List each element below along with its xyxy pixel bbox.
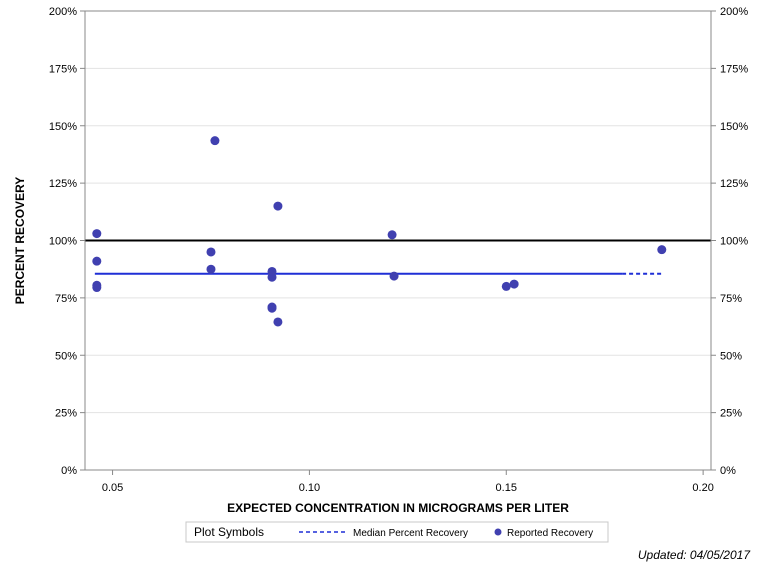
y-axis-title: PERCENT RECOVERY xyxy=(13,177,27,305)
data-point xyxy=(210,136,220,146)
data-points xyxy=(92,136,667,327)
legend-box xyxy=(185,521,609,543)
y-tick-label: 0% xyxy=(61,465,77,477)
y-tick-label: 50% xyxy=(720,350,742,362)
data-point xyxy=(273,317,283,327)
x-axis-title: EXPECTED CONCENTRATION IN MICROGRAMS PER… xyxy=(227,501,569,515)
data-point xyxy=(389,271,399,281)
data-point xyxy=(267,272,277,282)
y-tick-label: 100% xyxy=(49,236,77,248)
reference-lines xyxy=(85,239,711,275)
x-tick-label: 0.20 xyxy=(692,482,713,494)
data-point xyxy=(206,264,216,274)
data-point xyxy=(92,229,102,239)
updated-date: Updated: 04/05/2017 xyxy=(637,548,750,562)
data-point xyxy=(92,256,102,266)
y-tick-label: 0% xyxy=(720,465,736,477)
legend-label-median: Median Percent Recovery xyxy=(353,528,468,539)
data-point xyxy=(267,303,277,313)
data-point xyxy=(387,230,397,240)
y-tick-label: 75% xyxy=(720,293,742,305)
y-tick-label: 175% xyxy=(49,63,77,75)
x-tick-label: 0.15 xyxy=(496,482,517,494)
y-tick-label: 125% xyxy=(720,178,748,190)
y-tick-label: 25% xyxy=(55,408,77,420)
data-point xyxy=(206,247,216,257)
y-tick-label: 175% xyxy=(720,63,748,75)
legend-label-recovery: Reported Recovery xyxy=(507,528,593,539)
y-axis-left: 0% 25% 50% 75% 100% 125% 150% 175% 200% xyxy=(49,6,85,477)
y-tick-label: 100% xyxy=(720,236,748,248)
legend-title: Plot Symbols xyxy=(194,525,264,539)
y-axis-right: 0% 25% 50% 75% 100% 125% 150% 175% 200% xyxy=(711,6,748,477)
data-point xyxy=(509,279,519,289)
y-tick-label: 50% xyxy=(55,350,77,362)
legend-recovery-swatch xyxy=(494,528,502,536)
x-tick-label: 0.05 xyxy=(102,482,123,494)
y-tick-label: 200% xyxy=(49,6,77,18)
y-tick-label: 150% xyxy=(720,121,748,133)
data-point xyxy=(273,201,283,211)
y-tick-label: 200% xyxy=(720,6,748,18)
x-axis: 0.05 0.10 0.15 0.20 xyxy=(102,470,714,494)
data-point xyxy=(657,245,667,255)
data-point xyxy=(501,281,511,291)
y-tick-label: 150% xyxy=(49,121,77,133)
legend: Plot Symbols Median Percent Recovery Repor… xyxy=(185,521,609,543)
y-tick-label: 25% xyxy=(720,408,742,420)
x-tick-label: 0.10 xyxy=(299,482,320,494)
data-point xyxy=(92,283,102,293)
y-tick-label: 75% xyxy=(55,293,77,305)
y-tick-label: 125% xyxy=(49,178,77,190)
